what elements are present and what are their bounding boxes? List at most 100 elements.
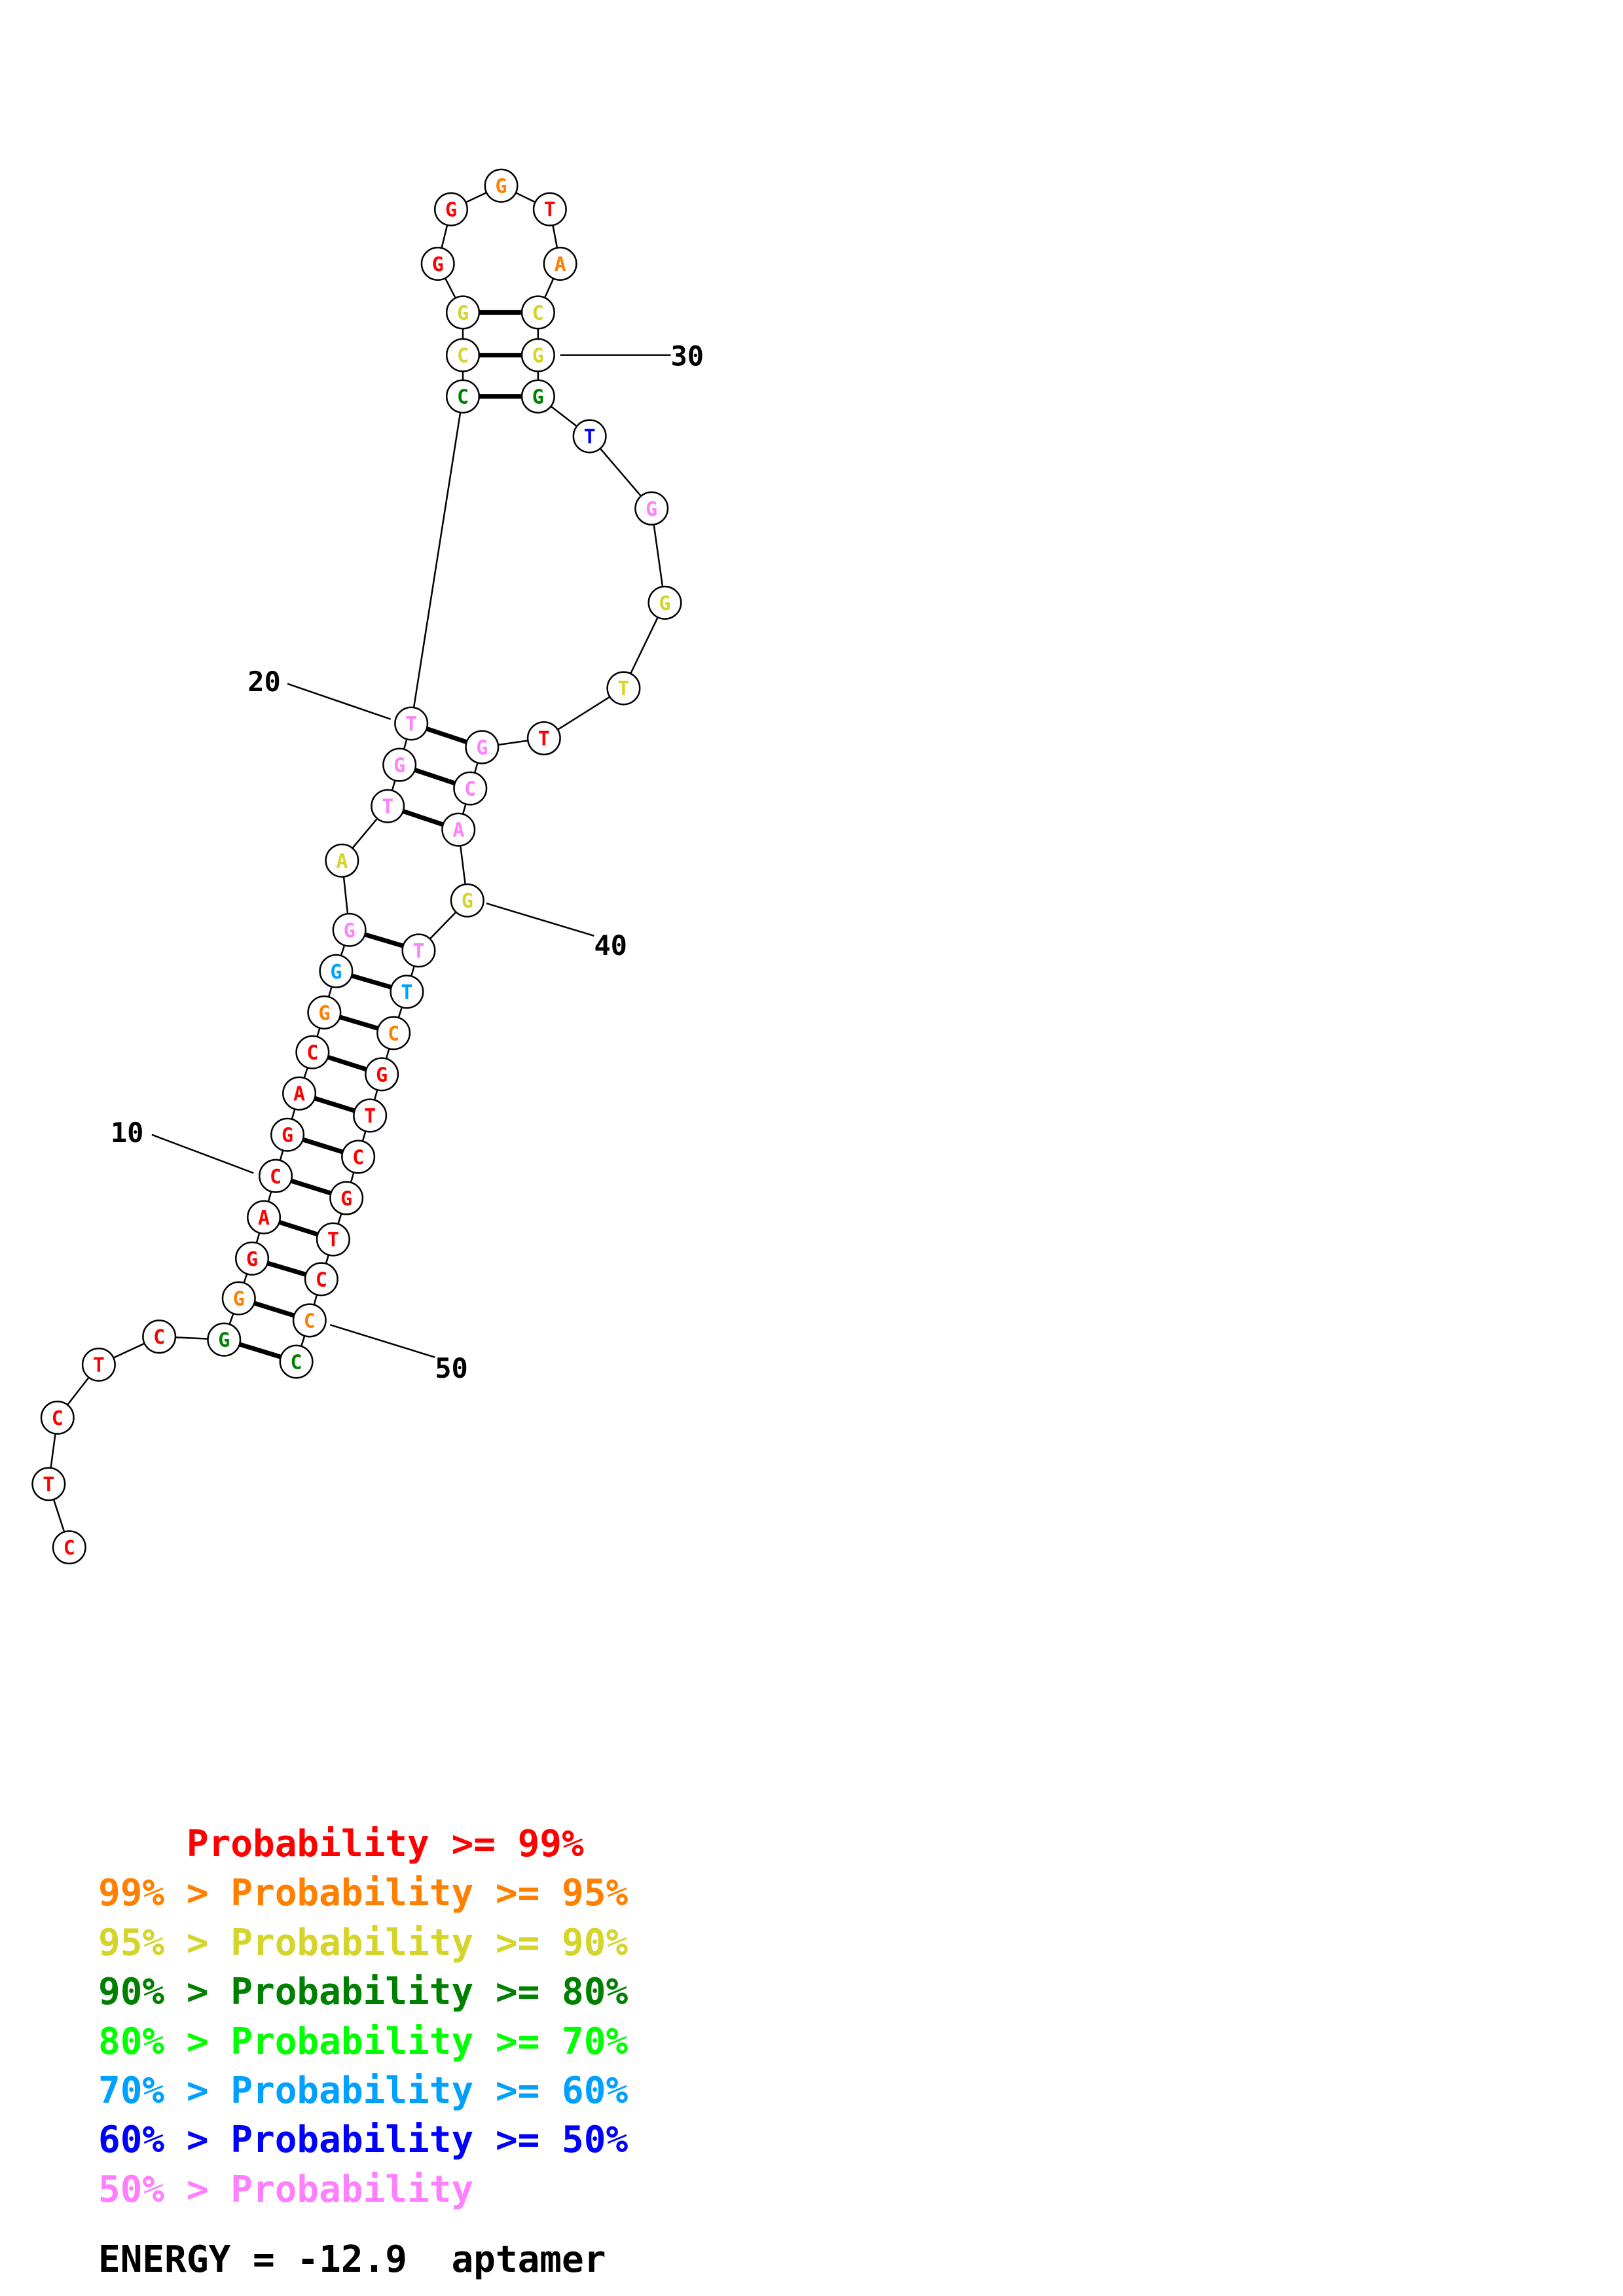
nucleotide-circle [433, 192, 469, 226]
nucleotide-circle [365, 1057, 399, 1092]
nucleotide-26: G [484, 168, 519, 203]
nucleotide-32: T [572, 419, 607, 454]
nucleotide-base: G [340, 1188, 352, 1211]
nucleotide-13: C [295, 1035, 330, 1069]
nucleotide-36: T [526, 721, 561, 756]
position-tick [287, 683, 392, 720]
nucleotide-6: G [207, 1322, 242, 1357]
nucleotide-27: T [532, 192, 567, 226]
position-label-30: 30 [670, 340, 704, 372]
nucleotide-circle [606, 671, 641, 706]
nucleotide-base: G [282, 1124, 293, 1147]
nucleotide-base: G [318, 1002, 330, 1025]
nucleotide-14: G [307, 995, 342, 1030]
nucleotide-2: T [31, 1467, 66, 1501]
nucleotide-base: G [393, 755, 405, 778]
nucleotide-base: T [327, 1229, 339, 1252]
nucleotide-21: C [445, 379, 481, 414]
nucleotide-base: T [364, 1105, 376, 1128]
nucleotide-base: T [412, 940, 424, 963]
nucleotide-base: G [233, 1288, 245, 1311]
nucleotide-circle [453, 771, 488, 806]
nucleotide-24: G [420, 247, 455, 281]
position-label-40: 40 [594, 929, 627, 961]
nucleotide-circle [382, 747, 417, 782]
legend-row-7: 60% > Probability >= 50% [98, 2119, 629, 2162]
nucleotide-circle [81, 1347, 116, 1382]
nucleotide-25: G [433, 192, 469, 226]
nucleotide-33: G [634, 491, 669, 526]
position-tick [486, 903, 594, 937]
nucleotide-20: T [394, 706, 429, 741]
legend-row-1: Probability >= 99% [98, 1823, 584, 1865]
nucleotide-base: G [659, 592, 670, 615]
nucleotide-39: A [441, 812, 476, 847]
nucleotide-base: A [452, 819, 464, 842]
nucleotide-48: T [316, 1222, 350, 1257]
legend-row-5: 80% > Probability >= 70% [98, 2020, 629, 2063]
nucleotide-10: C [259, 1158, 293, 1193]
nucleotide-circle [450, 883, 484, 918]
nucleotide-circle [304, 1262, 338, 1297]
nucleotide-base: G [462, 890, 473, 913]
nucleotide-31: G [520, 379, 555, 414]
nucleotide-35: T [606, 671, 641, 706]
nucleotide-circle [520, 295, 555, 330]
nucleotide-circle [572, 419, 607, 454]
nucleotide-base: G [476, 737, 488, 760]
nucleotide-circle [207, 1322, 242, 1357]
nucleotide-47: G [329, 1181, 364, 1215]
nucleotide-circle [441, 812, 476, 847]
nucleotide-base: T [405, 713, 417, 736]
nucleotide-circle [325, 843, 359, 878]
nucleotide-base: C [291, 1351, 302, 1374]
nucleotide-base: G [218, 1329, 230, 1352]
probability-legend: Probability >= 99% 99% > Probability >= 9… [98, 1820, 628, 2214]
nucleotide-circle [52, 1530, 86, 1565]
nucleotide-base: G [496, 175, 507, 198]
nucleotide-base: A [258, 1207, 270, 1230]
nucleotide-base: C [153, 1326, 165, 1349]
nucleotide-base: C [532, 302, 544, 325]
nucleotide-41: T [401, 933, 436, 968]
nucleotide-15: G [319, 954, 354, 988]
position-label-50: 50 [435, 1352, 468, 1384]
legend-row-6: 70% > Probability >= 60% [98, 2070, 629, 2113]
nucleotide-7: G [221, 1281, 256, 1316]
nucleotide-12: A [282, 1076, 317, 1111]
nucleotide-circle [371, 789, 405, 823]
nucleotide-22: C [445, 338, 481, 372]
nucleotide-17: A [325, 843, 359, 878]
nucleotide-base: T [538, 728, 550, 751]
nucleotide-base: T [584, 425, 596, 448]
nucleotide-34: G [647, 585, 682, 620]
nucleotide-8: G [235, 1241, 270, 1276]
nucleotide-circle [543, 247, 577, 281]
nucleotide-circle [282, 1076, 317, 1111]
nucleotide-circle [394, 706, 429, 741]
nucleotide-circle [520, 338, 555, 372]
nucleotide-circle [341, 1139, 376, 1174]
nucleotide-circle [295, 1035, 330, 1069]
nucleotide-circle [376, 1016, 411, 1050]
nucleotide-circle [332, 912, 367, 947]
nucleotide-base: C [270, 1166, 282, 1189]
legend-row-8: 50% > Probability [98, 2168, 474, 2211]
nucleotide-base: C [64, 1537, 75, 1560]
nucleotide-circle [279, 1344, 314, 1379]
nucleotide-circle [319, 954, 354, 988]
nucleotide-base: T [43, 1473, 54, 1496]
nucleotide-base: C [388, 1022, 399, 1045]
nucleotide-16: G [332, 912, 367, 947]
nucleotide-base: G [646, 498, 657, 521]
nucleotide-base: G [376, 1064, 388, 1086]
nucleotide-30: G [520, 338, 555, 372]
nucleotide-base: T [617, 677, 629, 700]
nucleotide-circle [634, 491, 669, 526]
energy-label: ENERGY = -12.9 aptamer [98, 2238, 606, 2281]
position-label-10: 10 [111, 1117, 144, 1149]
nucleotide-23: G [445, 295, 481, 330]
nucleotide-circle [484, 168, 519, 203]
nucleotide-base: A [555, 253, 566, 276]
